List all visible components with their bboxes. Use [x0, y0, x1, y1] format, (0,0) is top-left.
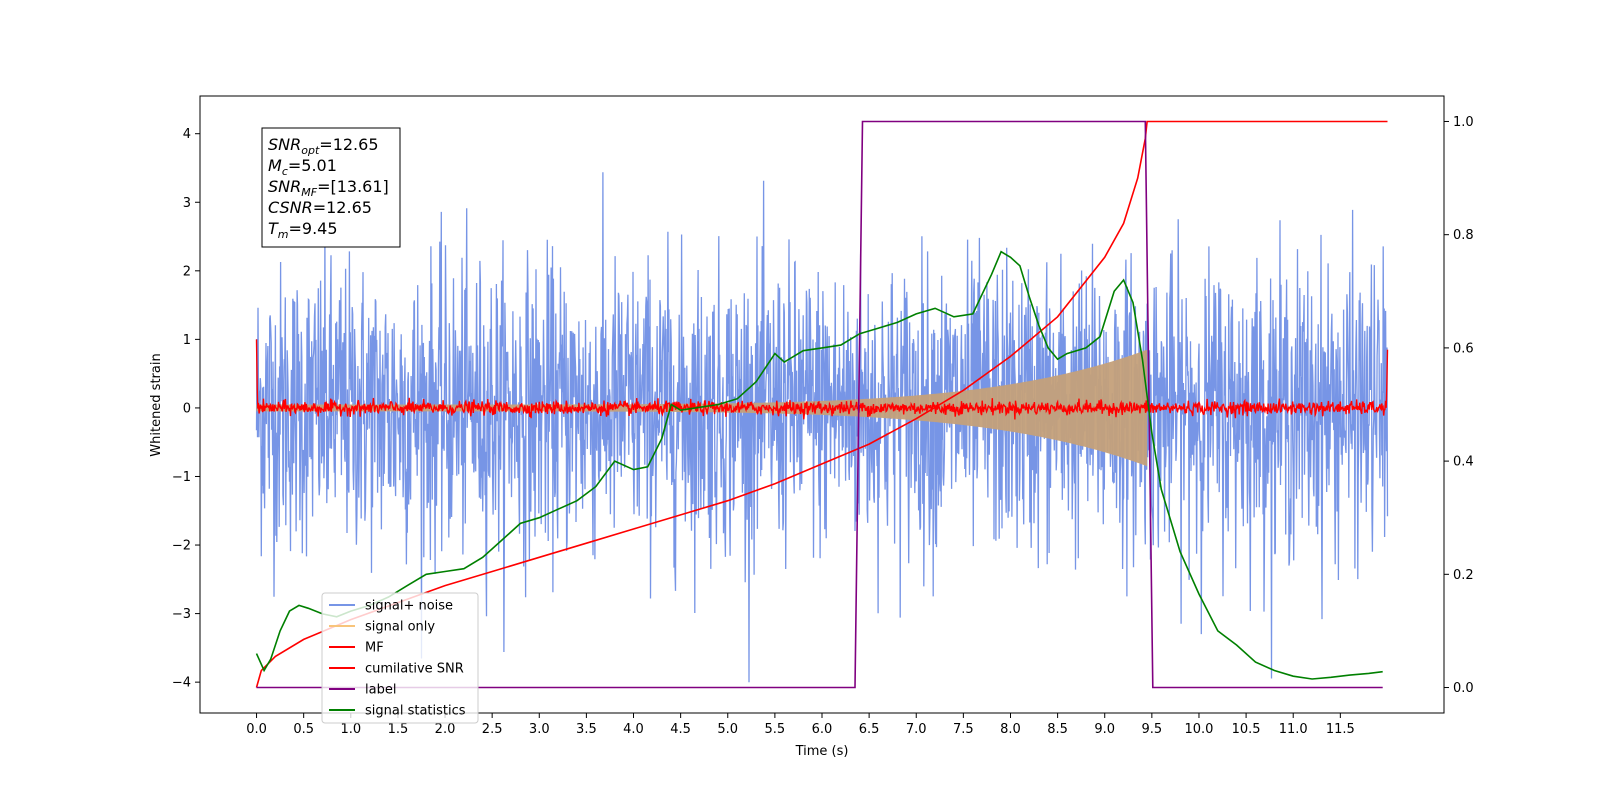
y-right-tick-label: 0.6 — [1453, 341, 1474, 356]
info-textbox: SNRopt=12.65Mc=5.01SNRMF=[13.61]CSNR=12.… — [261, 127, 401, 248]
info-textbox-line: Tm=9.45 — [268, 219, 338, 241]
legend-frame — [321, 592, 479, 724]
x-tick-label: 1.0 — [340, 722, 361, 737]
y-right-tick-label: 0.2 — [1453, 568, 1474, 583]
x-tick-label: 8.5 — [1047, 722, 1068, 737]
y-right-tick-label: 0.8 — [1453, 228, 1474, 243]
x-tick-label: 5.5 — [765, 722, 786, 737]
y-tick-label: 4 — [183, 127, 191, 142]
x-tick-label: 7.5 — [953, 722, 974, 737]
x-tick-label: 6.5 — [859, 722, 880, 737]
x-tick-label: 3.5 — [576, 722, 597, 737]
x-tick-label: 10.5 — [1232, 722, 1261, 737]
x-tick-label: 2.0 — [435, 722, 456, 737]
x-tick-label: 7.0 — [906, 722, 927, 737]
legend-entry-label: signal statistics — [365, 704, 466, 719]
series-mf — [255, 339, 1389, 420]
x-tick-label: 5.0 — [717, 722, 738, 737]
x-tick-label: 9.0 — [1094, 722, 1115, 737]
legend-entry-label: signal+ noise — [365, 599, 453, 614]
y-axis-label: Whitened strain — [149, 353, 164, 456]
x-tick-label: 4.5 — [670, 722, 691, 737]
series-signal-noise — [255, 172, 1389, 683]
y-right-tick-label: 0.4 — [1453, 455, 1474, 470]
legend-entry-label: signal only — [365, 620, 435, 635]
info-textbox-frame — [261, 127, 401, 248]
x-tick-label: 0.5 — [293, 722, 314, 737]
y-tick-label: −2 — [172, 539, 191, 554]
y-tick-label: 1 — [183, 333, 191, 348]
legend: signal+ noise signal only MF cumilative SNR… — [321, 592, 479, 724]
x-tick-label: 3.0 — [529, 722, 550, 737]
y-axis-right-ticks: 0.0 0.2 0.4 0.6 0.8 1.0 — [1444, 115, 1474, 696]
info-textbox-line: SNRMF=[13.61] — [268, 177, 389, 199]
legend-entry-label: MF — [365, 641, 384, 656]
y-tick-label: 0 — [183, 401, 191, 416]
x-tick-label: 10.0 — [1184, 722, 1213, 737]
x-tick-label: 4.0 — [623, 722, 644, 737]
x-tick-label: 1.5 — [388, 722, 409, 737]
x-tick-label: 11.0 — [1279, 722, 1308, 737]
y-right-tick-label: 1.0 — [1453, 115, 1474, 130]
x-tick-label: 11.5 — [1326, 722, 1355, 737]
series-label — [256, 120, 1383, 689]
series-signal-only — [256, 349, 1148, 467]
x-tick-label: 9.5 — [1142, 722, 1163, 737]
legend-entry-label: cumilative SNR — [365, 662, 464, 677]
y-tick-label: −4 — [172, 676, 191, 691]
x-tick-label: 8.0 — [1000, 722, 1021, 737]
y-tick-label: −3 — [172, 607, 191, 622]
info-textbox-line: Mc=5.01 — [268, 156, 337, 178]
series-signal-statistics — [255, 250, 1383, 680]
y-tick-label: 3 — [183, 196, 191, 211]
x-tick-label: 2.5 — [482, 722, 503, 737]
info-textbox-line: CSNR=12.65 — [268, 198, 372, 217]
legend-entry-label: label — [365, 683, 396, 698]
y-tick-label: 2 — [183, 264, 191, 279]
y-tick-label: −1 — [172, 470, 191, 485]
info-textbox-line: SNRopt=12.65 — [268, 135, 379, 157]
y-axis-left-ticks: −4 −3 −2 −1 0 1 2 3 4 — [172, 127, 200, 691]
y-right-tick-label: 0.0 — [1453, 681, 1474, 696]
x-axis-ticks: 0.0 0.5 1.0 1.5 2.0 2.5 3.0 3.5 4.0 4.5 5.0 5.5 6.0 6… — [246, 713, 1355, 737]
x-tick-label: 0.0 — [246, 722, 267, 737]
x-tick-label: 6.0 — [812, 722, 833, 737]
x-axis-label: Time (s) — [795, 744, 849, 759]
